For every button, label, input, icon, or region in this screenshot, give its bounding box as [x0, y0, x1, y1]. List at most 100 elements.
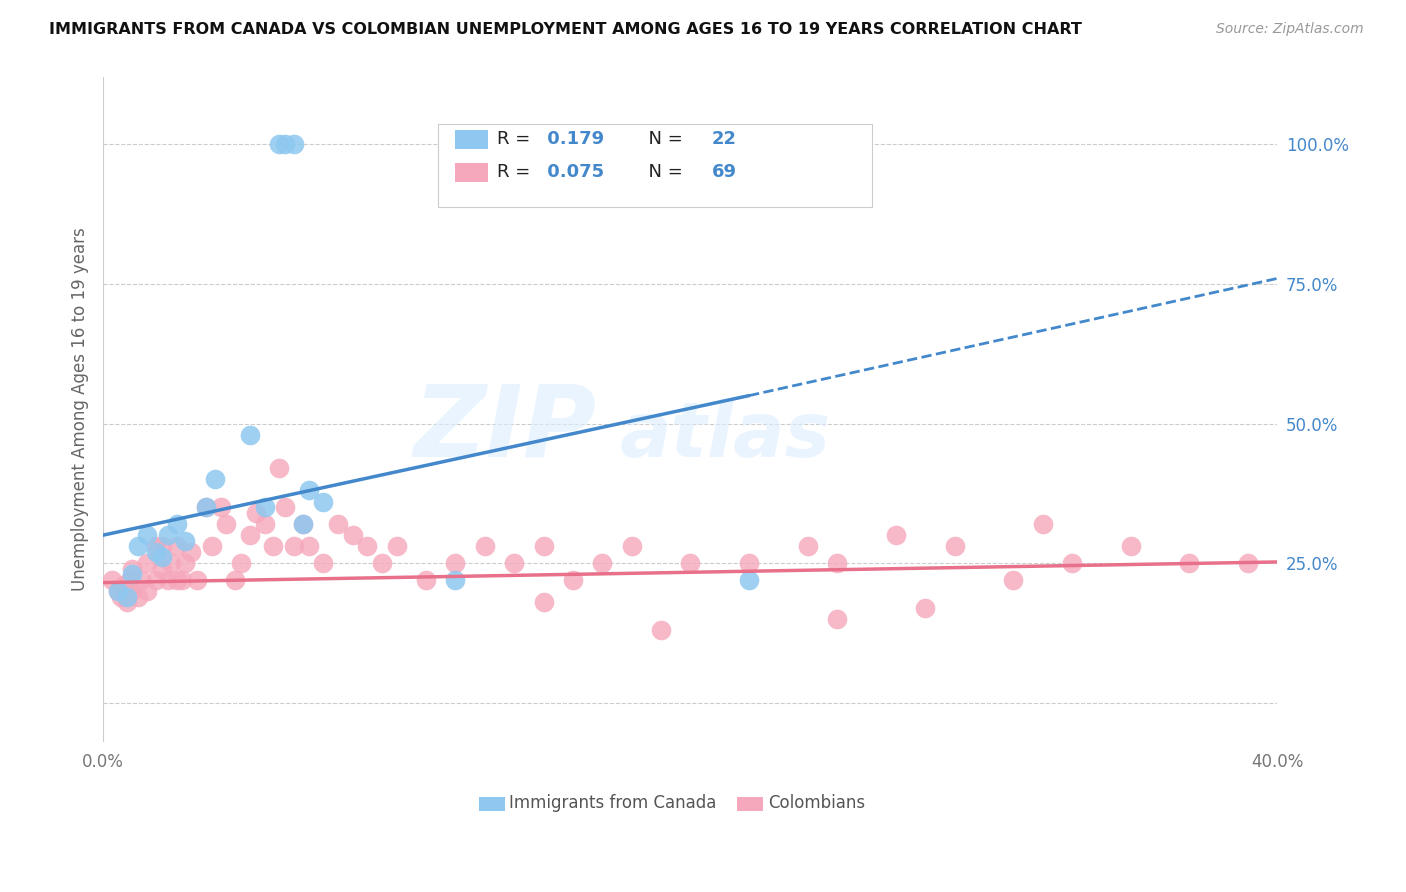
Point: [215, 516, 238, 531]
Point: [269, 461, 291, 475]
Point: [201, 539, 224, 553]
Point: [561, 573, 583, 587]
Y-axis label: Unemployment Among Ages 16 to 19 years: Unemployment Among Ages 16 to 19 years: [72, 227, 89, 591]
FancyBboxPatch shape: [737, 797, 763, 812]
Point: [371, 556, 394, 570]
Point: [145, 573, 167, 587]
Point: [145, 545, 167, 559]
Point: [150, 561, 173, 575]
Point: [110, 590, 132, 604]
Point: [253, 500, 276, 515]
Point: [342, 528, 364, 542]
Point: [943, 539, 966, 553]
Point: [121, 561, 143, 575]
Point: [262, 539, 284, 553]
Point: [298, 539, 321, 553]
Point: [239, 427, 262, 442]
Point: [825, 612, 848, 626]
Point: [166, 539, 188, 553]
Point: [1060, 556, 1083, 570]
Point: [503, 556, 526, 570]
Text: N =: N =: [637, 163, 689, 181]
Text: R =: R =: [496, 163, 536, 181]
Text: Colombians: Colombians: [768, 795, 865, 813]
Point: [533, 595, 555, 609]
Text: 0.179: 0.179: [541, 130, 605, 148]
Point: [194, 500, 217, 515]
Text: 0.075: 0.075: [541, 163, 605, 181]
Point: [474, 539, 496, 553]
FancyBboxPatch shape: [456, 163, 488, 182]
Point: [274, 137, 297, 152]
Point: [209, 500, 232, 515]
Point: [229, 556, 252, 570]
Text: 22: 22: [711, 130, 737, 148]
Point: [186, 573, 208, 587]
Point: [174, 533, 197, 548]
Point: [121, 584, 143, 599]
Point: [356, 539, 378, 553]
Point: [825, 556, 848, 570]
Point: [245, 506, 267, 520]
Point: [385, 539, 408, 553]
Point: [145, 539, 167, 553]
Point: [291, 516, 314, 531]
Point: [107, 584, 129, 599]
FancyBboxPatch shape: [456, 130, 488, 148]
Point: [738, 556, 761, 570]
Point: [159, 556, 181, 570]
Point: [194, 500, 217, 515]
Point: [166, 516, 188, 531]
Point: [738, 573, 761, 587]
Point: [1002, 573, 1025, 587]
Point: [620, 539, 643, 553]
Point: [127, 590, 149, 604]
Point: [180, 545, 202, 559]
Point: [150, 539, 173, 553]
Point: [1178, 556, 1201, 570]
Point: [283, 137, 305, 152]
Point: [274, 500, 297, 515]
Point: [312, 494, 335, 508]
Point: [884, 528, 907, 542]
Point: [796, 539, 818, 553]
Point: [115, 590, 138, 604]
Point: [650, 623, 672, 637]
Point: [136, 584, 159, 599]
Point: [326, 516, 349, 531]
Text: N =: N =: [637, 130, 689, 148]
Point: [156, 573, 179, 587]
Point: [679, 556, 702, 570]
Point: [127, 539, 149, 553]
Point: [136, 556, 159, 570]
Point: [172, 573, 194, 587]
Text: Immigrants from Canada: Immigrants from Canada: [509, 795, 717, 813]
Point: [204, 472, 226, 486]
Point: [1032, 516, 1054, 531]
Point: [129, 573, 152, 587]
Point: [253, 516, 276, 531]
Point: [1119, 539, 1142, 553]
Point: [269, 137, 291, 152]
Point: [298, 483, 321, 498]
Point: [533, 539, 555, 553]
Point: [115, 595, 138, 609]
Text: ZIP: ZIP: [413, 381, 596, 478]
Point: [444, 556, 467, 570]
Point: [914, 600, 936, 615]
Point: [156, 528, 179, 542]
Text: atlas: atlas: [620, 399, 831, 473]
Point: [150, 550, 173, 565]
Point: [101, 573, 124, 587]
Point: [224, 573, 246, 587]
FancyBboxPatch shape: [479, 797, 505, 812]
Point: [239, 528, 262, 542]
Text: 69: 69: [711, 163, 737, 181]
Point: [444, 573, 467, 587]
Text: IMMIGRANTS FROM CANADA VS COLOMBIAN UNEMPLOYMENT AMONG AGES 16 TO 19 YEARS CORRE: IMMIGRANTS FROM CANADA VS COLOMBIAN UNEM…: [49, 22, 1083, 37]
Point: [415, 573, 437, 587]
Point: [312, 556, 335, 570]
Point: [283, 539, 305, 553]
FancyBboxPatch shape: [437, 124, 872, 207]
Point: [112, 578, 135, 592]
